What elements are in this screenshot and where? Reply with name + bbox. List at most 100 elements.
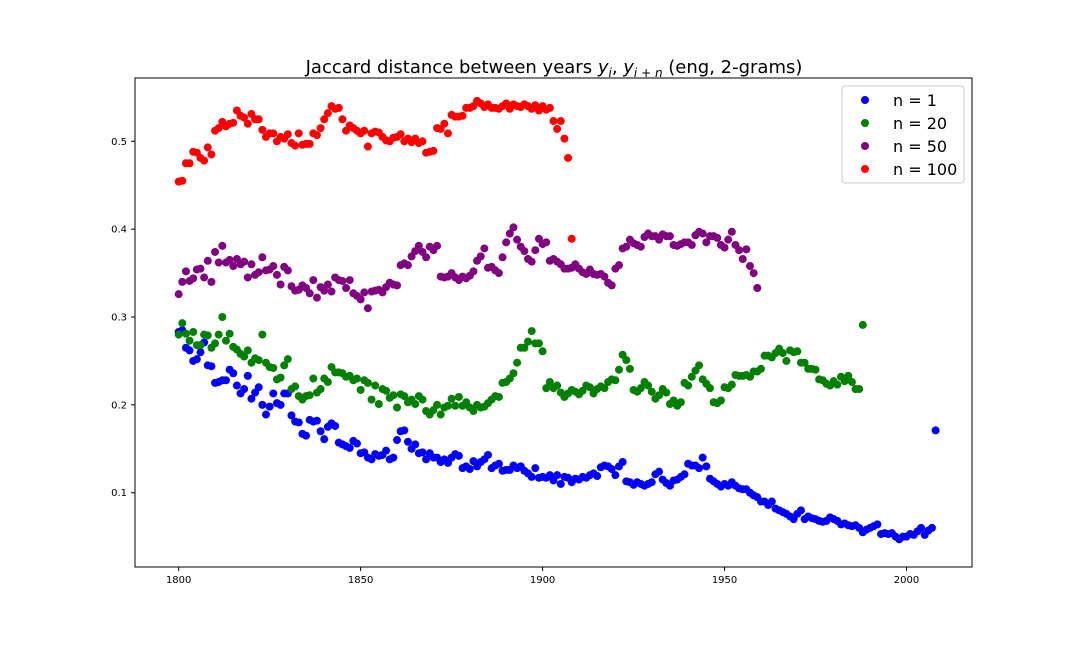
data-point [607,465,616,474]
data-point [360,126,369,135]
data-point [323,109,332,118]
data-point [200,273,209,282]
data-point [403,437,412,446]
data-point [371,381,380,390]
data-point [476,252,485,261]
data-point [746,262,755,271]
data-point [680,470,689,479]
data-point [243,273,252,282]
data-point [844,371,853,380]
data-point [254,268,263,277]
data-point [312,131,321,140]
data-point [469,267,478,276]
data-point [793,347,802,356]
data-point [262,410,271,419]
data-point [698,453,707,462]
data-point [527,327,536,336]
data-point [189,327,198,336]
data-point [185,159,194,168]
data-point [556,117,565,126]
data-point [309,374,318,383]
data-point [320,115,329,124]
data-point [422,455,431,464]
data-point [542,238,551,247]
legend: n = 1 n = 20 n = 50 n = 100 [841,85,965,184]
legend-label: n = 20 [893,114,947,133]
data-point [647,387,656,396]
data-point [636,242,645,251]
data-point [338,276,347,285]
data-point [367,395,376,404]
data-point [465,465,474,474]
data-point [345,443,354,452]
data-point [265,402,274,411]
data-point [553,471,562,480]
data-point [687,240,696,249]
data-point [178,176,187,185]
data-point [178,277,187,286]
data-point [269,262,278,271]
data-point [185,336,194,345]
data-point [593,472,602,481]
data-point [211,247,220,256]
data-point [240,257,249,266]
data-point [247,394,256,403]
data-point [560,134,569,143]
data-point [393,281,402,290]
data-point [433,241,442,250]
data-point [203,256,212,265]
data-point [331,421,340,430]
data-point [200,156,209,165]
data-point [316,427,325,436]
data-point [531,464,540,473]
data-point [545,378,554,387]
data-point [393,436,402,445]
data-point [647,478,656,487]
y-tick-label: 0.1 [111,488,127,499]
data-point [600,384,609,393]
plot-frame [134,77,973,568]
data-point [229,118,238,127]
y-tick-label: 0.4 [111,225,127,236]
data-point [494,459,503,468]
data-point [189,274,198,283]
data-point [305,139,314,148]
data-point [283,355,292,364]
data-point [356,385,365,394]
data-point [294,129,303,138]
data-point [607,281,616,290]
series-4 [174,96,576,243]
legend-marker [861,142,869,150]
data-point [480,244,489,253]
data-point [414,241,423,250]
data-point [352,374,361,383]
data-point [727,380,736,389]
data-point [269,389,278,398]
series-2 [174,313,867,419]
data-point [636,384,645,393]
data-point [254,356,263,365]
data-point [276,373,285,382]
data-point [312,416,321,425]
data-point [334,103,343,112]
data-point [291,141,300,150]
x-tick-label: 1800 [166,575,191,586]
data-point [498,253,507,262]
data-point [564,153,573,162]
data-point [665,232,674,241]
data-point [214,124,223,133]
data-point [196,264,205,273]
data-point [458,111,467,120]
data-point [833,380,842,389]
data-point [342,284,351,293]
data-point [753,284,762,293]
chart-title-sub-2: i + n [634,66,663,80]
data-point [196,341,205,350]
data-point [240,385,249,394]
data-point [181,329,190,338]
data-point [433,400,442,409]
data-point [192,355,201,364]
data-point [312,293,321,302]
data-point [221,376,230,385]
data-point [247,260,256,269]
